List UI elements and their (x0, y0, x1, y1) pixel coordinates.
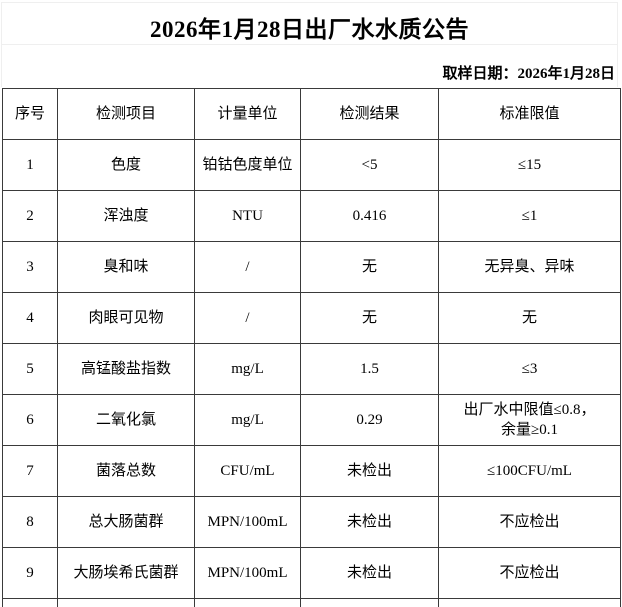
header-cell-limit: 标准限值 (438, 88, 621, 140)
cell-limit: 出厂水中限值≤0.8， 余量≥0.1 (438, 394, 621, 446)
cell-limit: 不应检出 (438, 496, 621, 548)
header-cell-unit: 计量单位 (194, 88, 301, 140)
cell-no: 6 (2, 394, 58, 446)
cell-item: 色度 (57, 139, 195, 191)
cell-result: <5 (300, 139, 439, 191)
cell-unit: 铂钴色度单位 (194, 139, 301, 191)
header-area: 2026年1月28日出厂水水质公告 取样日期：2026年1月28日 (1, 2, 618, 87)
table-row: 2 浑浊度 NTU 0.416 ≤1 (2, 190, 621, 242)
cell-result: 未检出 (300, 496, 439, 548)
cell-no: 1 (2, 139, 58, 191)
cell-no: 2 (2, 190, 58, 242)
cell-item: 菌落总数 (57, 445, 195, 497)
cell-unit: mg/L (194, 394, 301, 446)
cell-item: 大肠埃希氏菌群 (57, 547, 195, 599)
cell-limit: 不应检出 (438, 547, 621, 599)
cell-result: 1.5 (300, 343, 439, 395)
header-cell-no: 序号 (2, 88, 58, 140)
header-cell-result: 检测结果 (300, 88, 439, 140)
partial-row (2, 598, 621, 607)
cell-unit: MPN/100mL (194, 547, 301, 599)
cell-no (2, 598, 58, 607)
cell-result: 无 (300, 241, 439, 293)
results-table: 序号 检测项目 计量单位 检测结果 标准限值 1 色度 铂钴色度单位 <5 ≤1… (2, 88, 621, 607)
date-row: 取样日期：2026年1月28日 (2, 45, 617, 87)
cell-item (57, 598, 195, 607)
cell-no: 7 (2, 445, 58, 497)
cell-unit: / (194, 241, 301, 293)
table-row: 8 总大肠菌群 MPN/100mL 未检出 不应检出 (2, 496, 621, 548)
cell-no: 8 (2, 496, 58, 548)
cell-result: 未检出 (300, 445, 439, 497)
header-cell-item: 检测项目 (57, 88, 195, 140)
cell-limit: 无 (438, 292, 621, 344)
cell-result: 未检出 (300, 547, 439, 599)
cell-result: 0.416 (300, 190, 439, 242)
cell-limit: ≤100CFU/mL (438, 445, 621, 497)
table-row: 1 色度 铂钴色度单位 <5 ≤15 (2, 139, 621, 191)
table-body: 1 色度 铂钴色度单位 <5 ≤15 2 浑浊度 NTU 0.416 ≤1 3 … (2, 139, 621, 607)
cell-unit: MPN/100mL (194, 496, 301, 548)
cell-item: 肉眼可见物 (57, 292, 195, 344)
table-row: 9 大肠埃希氏菌群 MPN/100mL 未检出 不应检出 (2, 547, 621, 599)
table-row: 4 肉眼可见物 / 无 无 (2, 292, 621, 344)
cell-limit: ≤15 (438, 139, 621, 191)
cell-item: 臭和味 (57, 241, 195, 293)
cell-no: 4 (2, 292, 58, 344)
sampling-date: 取样日期：2026年1月28日 (442, 66, 615, 82)
cell-no: 3 (2, 241, 58, 293)
cell-item: 浑浊度 (57, 190, 195, 242)
cell-item: 总大肠菌群 (57, 496, 195, 548)
cell-limit: ≤1 (438, 190, 621, 242)
page-title: 2026年1月28日出厂水水质公告 (150, 17, 469, 42)
cell-limit: ≤3 (438, 343, 621, 395)
cell-unit: CFU/mL (194, 445, 301, 497)
title-row: 2026年1月28日出厂水水质公告 (2, 3, 617, 45)
table-row: 6 二氧化氯 mg/L 0.29 出厂水中限值≤0.8， 余量≥0.1 (2, 394, 621, 446)
cell-result (300, 598, 439, 607)
results-table-wrap: 序号 检测项目 计量单位 检测结果 标准限值 1 色度 铂钴色度单位 <5 ≤1… (2, 88, 622, 607)
table-row: 5 高锰酸盐指数 mg/L 1.5 ≤3 (2, 343, 621, 395)
cell-unit: NTU (194, 190, 301, 242)
cell-unit: mg/L (194, 343, 301, 395)
cell-unit (194, 598, 301, 607)
header-row: 序号 检测项目 计量单位 检测结果 标准限值 (2, 88, 621, 140)
cell-no: 9 (2, 547, 58, 599)
cell-no: 5 (2, 343, 58, 395)
cell-limit (438, 598, 621, 607)
cell-result: 0.29 (300, 394, 439, 446)
cell-unit: / (194, 292, 301, 344)
cell-item: 高锰酸盐指数 (57, 343, 195, 395)
cell-result: 无 (300, 292, 439, 344)
table-row: 7 菌落总数 CFU/mL 未检出 ≤100CFU/mL (2, 445, 621, 497)
table-row: 3 臭和味 / 无 无异臭、异味 (2, 241, 621, 293)
cell-limit: 无异臭、异味 (438, 241, 621, 293)
cell-item: 二氧化氯 (57, 394, 195, 446)
